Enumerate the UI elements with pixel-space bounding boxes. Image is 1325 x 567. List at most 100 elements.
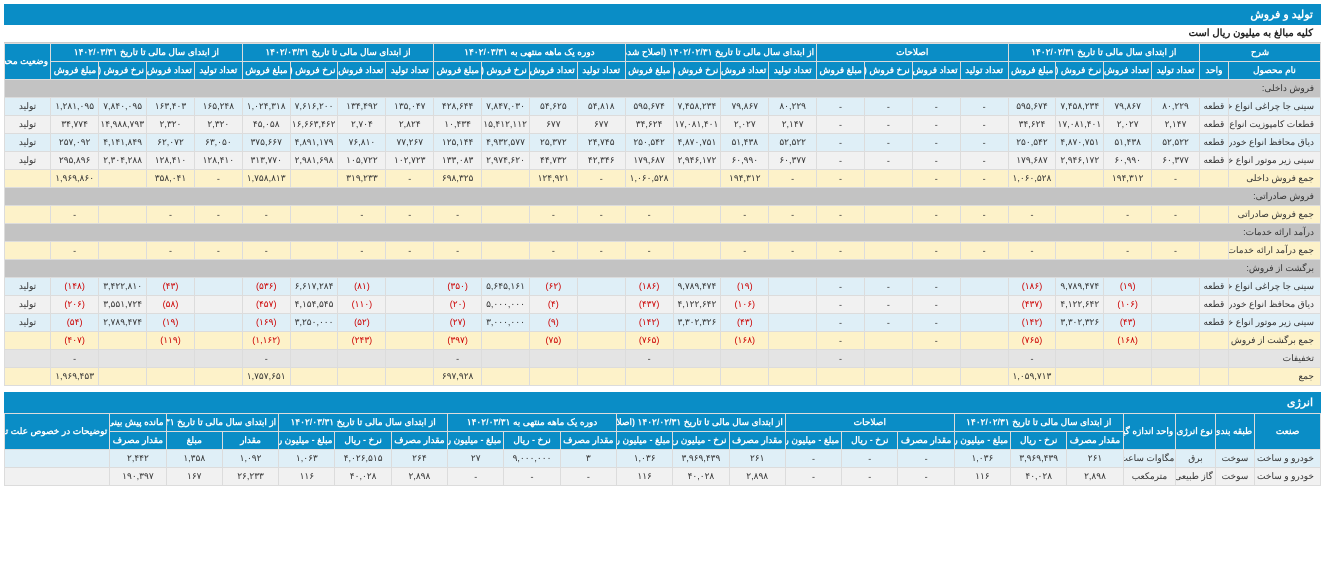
cell: - [912,296,960,314]
cell: - [842,450,898,468]
cell: تولید [5,134,51,152]
cell [147,368,195,386]
s1sh-13: مبلغ فروش (میلیون ریال) [625,62,673,80]
cell: - [864,134,912,152]
section1-note: کلیه مبالغ به میلیون ریال است [4,25,1321,43]
cell: - [147,242,195,260]
s2sh-8: مبلغ - میلیون ریال [616,432,672,450]
cell: - [912,206,960,224]
cell: ۵۱,۴۳۸ [721,134,769,152]
gh-1: از ابتدای سال مالی تا تاریخ ۱۴۰۲/۰۲/۳۱ [1008,44,1199,62]
cell: ۳۱۳,۷۷۰ [242,152,290,170]
cell: ۱,۳۵۸ [166,450,222,468]
cell: (۵۲) [338,314,386,332]
s1sh-22: تعداد تولید [194,62,242,80]
s1sh-11: تعداد فروش [721,62,769,80]
cell: - [912,134,960,152]
cell: ۱۵,۴۱۲,۱۱۲ [482,116,530,134]
cell [529,350,577,368]
cell: ۴,۹۳۲,۵۷۷ [482,134,530,152]
cell: سینی جا چراغی انواع خودرو سبک [1228,98,1320,116]
cell [864,368,912,386]
s2sh-6: مقدار مصرف [729,432,785,450]
cell: ۴۲,۳۴۶ [577,152,625,170]
cell: ۱۶۳,۴۰۳ [147,98,195,116]
cell [1104,350,1152,368]
cell: ۶۰,۳۷۷ [1152,152,1200,170]
cell: (۴۵۷) [242,296,290,314]
cell [864,170,912,188]
s2sh-0: مقدار مصرف [1067,432,1123,450]
cell: ۲۶۱ [729,450,785,468]
cell: ۲,۸۹۸ [729,468,785,486]
cell: ۵۲,۵۲۲ [1152,134,1200,152]
cell [5,242,51,260]
cell: (۷۶۵) [1008,332,1056,350]
cell: ۳,۹۶۹,۴۳۹ [673,450,729,468]
cell: ۲,۸۲۴ [386,116,434,134]
cell [386,350,434,368]
cell [290,206,338,224]
cell [960,368,1008,386]
cell [482,368,530,386]
cell: - [912,332,960,350]
cell: - [338,206,386,224]
cell [673,170,721,188]
cell: ۴,۸۷۰,۷۵۱ [1056,134,1104,152]
cell: ۶۰,۳۷۷ [769,152,817,170]
s1sh-18: تعداد تولید [386,62,434,80]
cell: (۱۹) [147,314,195,332]
cell: (۷۵) [529,332,577,350]
cell [769,350,817,368]
cell: ۲۹۵,۸۹۶ [51,152,99,170]
cell: ۶۷۷ [577,116,625,134]
s2gh4: از ابتدای سال مالی تا تاریخ ۱۴۰۲/۰۲/۳۱ [954,414,1123,432]
cell: ۱,۰۳۶ [954,450,1010,468]
cell [5,350,51,368]
cell: ۱۰۲,۷۲۳ [386,152,434,170]
cell: ۳۱۹,۲۳۳ [338,170,386,188]
cell [5,450,110,468]
cell: ۶۰,۹۹۰ [1104,152,1152,170]
cell: قطعه [1199,134,1228,152]
cell: (۱۴۲) [1008,314,1056,332]
s1sh-6: تعداد تولید [960,62,1008,80]
cell: ۱۳۴,۴۹۲ [338,98,386,116]
cell: قطعات کامپوزیت انواع خودرو تجاری [1228,116,1320,134]
cell: - [1104,206,1152,224]
cell: - [625,206,673,224]
cell: ۳,۳۰۲,۳۲۶ [673,314,721,332]
cell: ۴۰,۰۲۸ [1011,468,1067,486]
cell: (۵۸) [147,296,195,314]
cell: مترمکعب [1123,468,1176,486]
cell: - [960,242,1008,260]
cell: ۲۵,۳۷۲ [529,134,577,152]
cell: (۷۶۵) [625,332,673,350]
s1sh-5: مبلغ فروش (میلیون ریال) [1008,62,1056,80]
s2sh-3: مقدار مصرف [898,432,954,450]
cell: ۲,۳۲۰ [194,116,242,134]
cell [290,350,338,368]
cell: ۱۷,۰۸۱,۴۰۱ [673,116,721,134]
cell: - [147,206,195,224]
cell: (۱۰۶) [721,296,769,314]
cell [912,368,960,386]
cell: (۱۸۶) [625,278,673,296]
cell: ۶۹۸,۳۲۵ [434,170,482,188]
cell: - [1104,242,1152,260]
s2sh-13: نرخ - ریال [335,432,391,450]
cell: (۱۶۸) [721,332,769,350]
gh-3: از ابتدای سال مالی تا تاریخ ۱۴۰۲/۰۲/۳۱ (… [625,44,816,62]
s1sh-21: مبلغ فروش (میلیون ریال) [242,62,290,80]
s1sh-8: نرخ فروش (ریال) [864,62,912,80]
cell [960,278,1008,296]
cell: ۲,۱۴۷ [769,116,817,134]
group-header-row: شرح از ابتدای سال مالی تا تاریخ ۱۴۰۲/۰۲/… [5,44,1321,62]
cell: ۵۹۵,۶۷۴ [1008,98,1056,116]
cell: ۵,۰۰۰,۰۰۰ [482,296,530,314]
cell [817,368,865,386]
cell: سینی زیر موتور انواع خودرو سبک [1228,314,1320,332]
cell [99,242,147,260]
gh-6: از ابتدای سال مالی تا تاریخ ۱۴۰۲/۰۳/۳۱ [51,44,243,62]
cell: - [960,98,1008,116]
